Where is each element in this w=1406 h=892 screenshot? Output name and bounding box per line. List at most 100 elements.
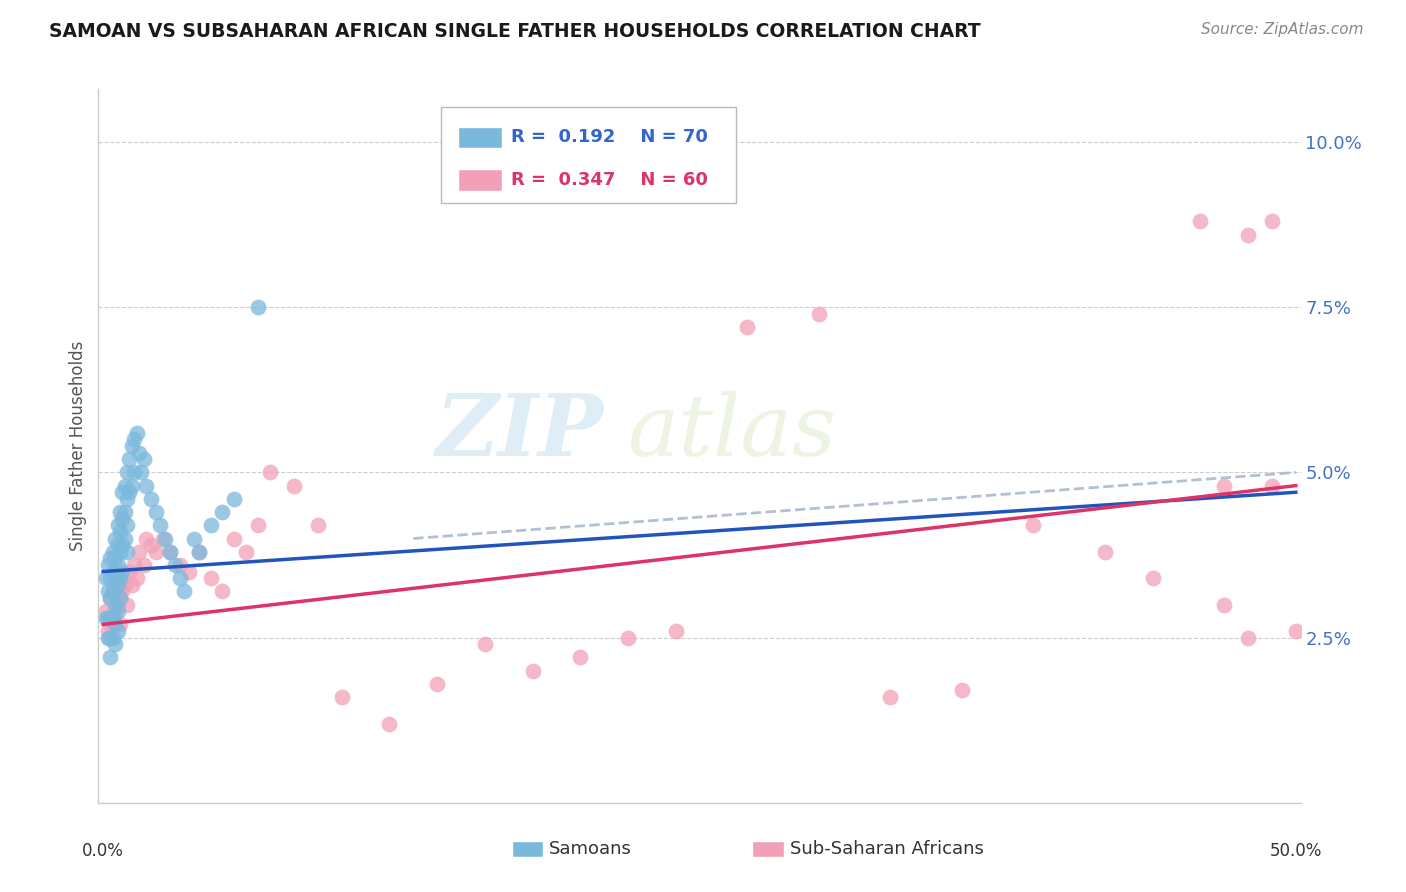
Point bbox=[94, 604, 117, 618]
Text: Sub-Saharan Africans: Sub-Saharan Africans bbox=[790, 840, 984, 858]
Point bbox=[101, 565, 124, 579]
Point bbox=[97, 558, 120, 572]
Point bbox=[111, 538, 134, 552]
Point bbox=[173, 584, 195, 599]
Point bbox=[118, 452, 141, 467]
Point bbox=[224, 491, 246, 506]
Point bbox=[104, 617, 127, 632]
Text: SAMOAN VS SUBSAHARAN AFRICAN SINGLE FATHER HOUSEHOLDS CORRELATION CHART: SAMOAN VS SUBSAHARAN AFRICAN SINGLE FATH… bbox=[49, 22, 981, 41]
Point bbox=[98, 617, 121, 632]
Point bbox=[101, 631, 124, 645]
Point bbox=[224, 532, 246, 546]
Point bbox=[114, 505, 136, 519]
Point bbox=[879, 690, 901, 704]
Point bbox=[247, 300, 270, 314]
Point bbox=[330, 690, 353, 704]
Point bbox=[104, 637, 127, 651]
Point bbox=[1261, 214, 1284, 228]
Point bbox=[128, 545, 150, 559]
FancyBboxPatch shape bbox=[458, 169, 502, 191]
Point bbox=[665, 624, 688, 638]
Point bbox=[1142, 571, 1164, 585]
Point bbox=[569, 650, 592, 665]
Point bbox=[108, 591, 131, 605]
Point bbox=[118, 485, 141, 500]
Point bbox=[200, 518, 222, 533]
Point bbox=[1285, 624, 1308, 638]
Point bbox=[107, 604, 129, 618]
Point bbox=[107, 578, 129, 592]
Point bbox=[115, 598, 138, 612]
Point bbox=[735, 320, 758, 334]
Point bbox=[114, 578, 136, 592]
Point bbox=[104, 604, 127, 618]
Text: 50.0%: 50.0% bbox=[1270, 842, 1322, 861]
Point bbox=[132, 558, 155, 572]
Point bbox=[108, 591, 131, 605]
Text: Source: ZipAtlas.com: Source: ZipAtlas.com bbox=[1201, 22, 1364, 37]
Point bbox=[159, 545, 181, 559]
Point bbox=[183, 532, 205, 546]
Point bbox=[122, 558, 145, 572]
Point bbox=[617, 631, 640, 645]
Point bbox=[132, 452, 155, 467]
Point bbox=[1022, 518, 1045, 533]
Point bbox=[101, 545, 124, 559]
Point bbox=[522, 664, 544, 678]
Text: R =  0.192    N = 70: R = 0.192 N = 70 bbox=[510, 128, 707, 146]
Text: 0.0%: 0.0% bbox=[83, 842, 124, 861]
Point bbox=[94, 571, 117, 585]
Point bbox=[101, 584, 124, 599]
Point bbox=[139, 538, 162, 552]
Point bbox=[98, 591, 121, 605]
Point bbox=[111, 565, 134, 579]
Point bbox=[121, 478, 143, 492]
Point bbox=[97, 584, 120, 599]
Point bbox=[115, 518, 138, 533]
Point bbox=[121, 439, 143, 453]
FancyBboxPatch shape bbox=[752, 841, 783, 857]
Point bbox=[200, 571, 222, 585]
Point bbox=[1189, 214, 1212, 228]
Point bbox=[111, 584, 134, 599]
Point bbox=[169, 571, 191, 585]
Point bbox=[177, 565, 200, 579]
Point bbox=[131, 466, 153, 480]
Point bbox=[1237, 631, 1260, 645]
Point bbox=[107, 598, 129, 612]
Point bbox=[155, 532, 177, 546]
Point bbox=[122, 433, 145, 447]
Point bbox=[107, 558, 129, 572]
Point bbox=[145, 545, 167, 559]
Point bbox=[97, 611, 120, 625]
Point bbox=[108, 617, 131, 632]
Point bbox=[108, 505, 131, 519]
Point bbox=[135, 532, 157, 546]
FancyBboxPatch shape bbox=[441, 107, 735, 203]
Point bbox=[94, 611, 117, 625]
Point bbox=[101, 584, 124, 599]
Point bbox=[108, 545, 131, 559]
Point bbox=[98, 591, 121, 605]
Point bbox=[104, 571, 127, 585]
Point bbox=[98, 571, 121, 585]
Point bbox=[97, 624, 120, 638]
FancyBboxPatch shape bbox=[458, 127, 502, 148]
Point bbox=[378, 716, 401, 731]
Point bbox=[169, 558, 191, 572]
Point bbox=[139, 491, 162, 506]
Point bbox=[98, 551, 121, 566]
Point bbox=[247, 518, 270, 533]
Point bbox=[187, 545, 209, 559]
Point bbox=[128, 445, 150, 459]
Point bbox=[107, 538, 129, 552]
Point bbox=[211, 584, 233, 599]
Point bbox=[98, 650, 121, 665]
Point bbox=[108, 524, 131, 539]
Point bbox=[115, 491, 138, 506]
Point bbox=[145, 505, 167, 519]
Point bbox=[111, 511, 134, 525]
Point bbox=[107, 518, 129, 533]
Point bbox=[807, 307, 830, 321]
Point bbox=[101, 611, 124, 625]
